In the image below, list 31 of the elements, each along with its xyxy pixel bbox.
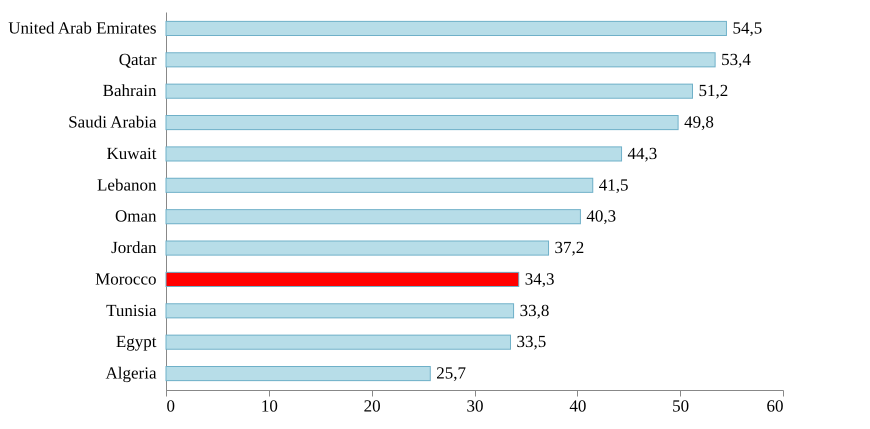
x-tick-label: 20	[364, 396, 381, 416]
y-tick-label: Qatar	[118, 50, 157, 69]
data-label: 53,4	[721, 50, 752, 69]
data-label: 37,2	[554, 238, 584, 258]
data-label: 25,7	[436, 364, 467, 383]
data-label: 33,8	[520, 300, 550, 320]
x-tick-label: 60	[766, 396, 784, 416]
y-tick-label: Saudi Arabia	[68, 112, 157, 132]
x-tick-label: 10	[260, 396, 278, 416]
y-tick-label: Morocco	[95, 269, 156, 288]
x-tick-label: 30	[466, 396, 484, 416]
y-tick-label: Algeria	[106, 364, 157, 383]
y-tick-label: Tunisia	[106, 300, 157, 320]
y-tick-label: Egypt	[116, 332, 157, 352]
y-tick-label: Lebanon	[97, 175, 157, 194]
data-label: 49,8	[684, 112, 714, 132]
data-label: 44,3	[628, 144, 658, 163]
y-tick-label: Kuwait	[106, 144, 157, 163]
data-label: 33,5	[516, 332, 546, 352]
data-label: 51,2	[698, 81, 728, 100]
data-label: 41,5	[598, 175, 629, 194]
y-tick-label: Oman	[114, 206, 157, 226]
y-tick-label: Bahrain	[102, 81, 157, 100]
x-tick-label: 0	[166, 396, 175, 416]
y-tick-label: United Arab Emirates	[8, 18, 156, 38]
data-label: 54,5	[732, 18, 762, 38]
data-label: 40,3	[586, 206, 616, 226]
y-tick-label: Jordan	[111, 238, 157, 258]
x-tick-label: 40	[569, 396, 586, 416]
data-label: 34,3	[524, 269, 554, 288]
x-tick-label: 50	[672, 396, 690, 416]
